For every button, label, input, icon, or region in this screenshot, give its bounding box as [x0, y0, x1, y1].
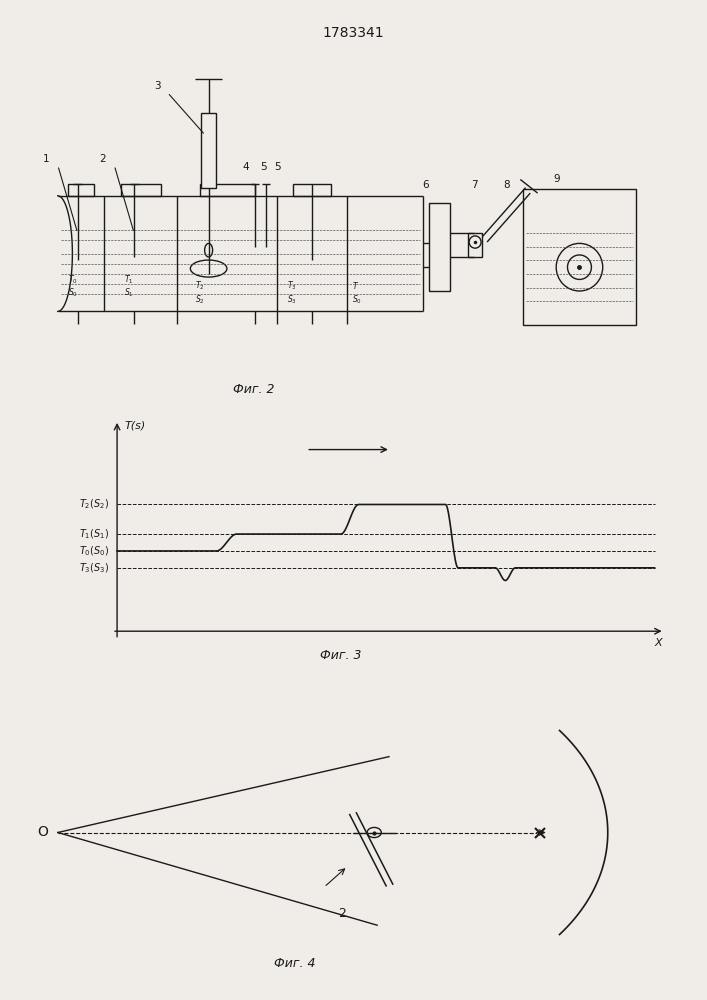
Text: Фиг. 2: Фиг. 2	[233, 383, 274, 396]
Text: $S_2$: $S_2$	[195, 294, 205, 306]
Text: 3: 3	[154, 81, 160, 91]
Text: $T_0(S_0)$: $T_0(S_0)$	[79, 544, 110, 558]
Text: $T_2(S_2)$: $T_2(S_2)$	[79, 498, 110, 511]
Text: $T_1(S_1)$: $T_1(S_1)$	[79, 527, 110, 541]
Ellipse shape	[190, 260, 227, 277]
Ellipse shape	[204, 243, 213, 257]
Text: $S_0$: $S_0$	[68, 287, 78, 299]
Text: 6: 6	[422, 180, 428, 190]
Text: $T_0$: $T_0$	[68, 273, 78, 286]
Text: $T_3(S_3)$: $T_3(S_3)$	[79, 561, 110, 575]
Text: 5: 5	[260, 162, 267, 172]
Text: T(s): T(s)	[124, 420, 146, 430]
Text: $T_2$: $T_2$	[195, 280, 205, 292]
Text: 1: 1	[43, 154, 49, 164]
Text: Фиг. 3: Фиг. 3	[320, 649, 362, 662]
Bar	[468, 233, 482, 257]
Bar	[293, 184, 331, 196]
Text: 1783341: 1783341	[322, 26, 385, 40]
Bar	[69, 184, 94, 196]
Bar	[428, 203, 450, 291]
Text: $T$: $T$	[352, 280, 359, 291]
Text: Фиг. 4: Фиг. 4	[274, 957, 315, 970]
Text: 2: 2	[100, 154, 106, 164]
Bar	[200, 184, 255, 196]
Text: 7: 7	[471, 180, 478, 190]
Text: 5: 5	[274, 162, 281, 172]
Text: 4: 4	[243, 162, 249, 172]
Text: $T_1$: $T_1$	[124, 273, 134, 286]
Text: X: X	[655, 638, 662, 648]
Text: O: O	[37, 826, 49, 840]
Bar	[121, 184, 161, 196]
Bar	[523, 189, 636, 325]
Text: $T_3$: $T_3$	[287, 280, 297, 292]
Text: 2: 2	[338, 907, 346, 920]
Text: $S_0$: $S_0$	[352, 294, 362, 306]
Bar	[201, 113, 216, 188]
Text: $S_3$: $S_3$	[287, 294, 297, 306]
Text: $S_1$: $S_1$	[124, 287, 134, 299]
Text: 9: 9	[553, 174, 559, 184]
Text: 8: 8	[503, 180, 510, 190]
